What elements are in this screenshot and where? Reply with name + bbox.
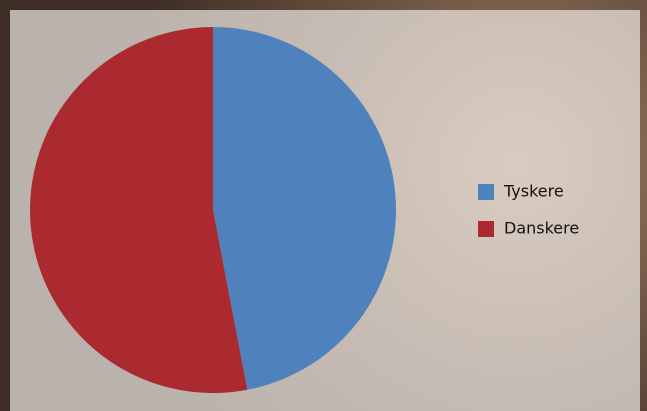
legend-swatch <box>478 221 494 237</box>
legend-label: Danskere <box>504 219 579 238</box>
legend-label: Tyskere <box>503 182 564 201</box>
page: TyskereDanskere (() => { const data = JS… <box>0 0 647 411</box>
legend-swatch <box>478 184 494 200</box>
pie-slice <box>213 27 396 390</box>
chart: Tyskere Danskere <box>0 0 647 411</box>
